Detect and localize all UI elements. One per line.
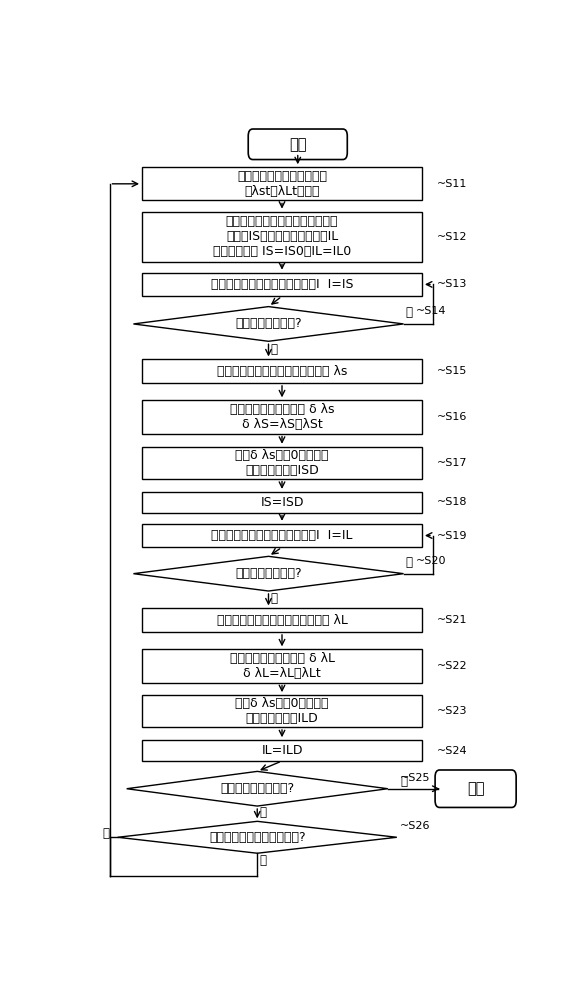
Text: ~S25: ~S25 (400, 773, 431, 783)
Text: ~S11: ~S11 (436, 179, 467, 189)
Bar (142, 492, 422, 513)
Text: ~S20: ~S20 (416, 556, 447, 566)
FancyBboxPatch shape (248, 129, 347, 160)
Text: ~S24: ~S24 (436, 746, 467, 756)
Text: ~S12: ~S12 (436, 232, 467, 242)
Bar (142, 400, 422, 434)
Text: 开始: 开始 (289, 137, 307, 152)
Bar (142, 273, 422, 296)
Text: 检测到准分子激光?: 检测到准分子激光? (235, 567, 302, 580)
Polygon shape (134, 556, 404, 591)
Bar (142, 649, 422, 683)
Text: 检测到准分子激光?: 检测到准分子激光? (235, 317, 302, 330)
Text: 读入目标的双波长控制参数
（λst，λLt）数据: 读入目标的双波长控制参数 （λst，λLt）数据 (237, 170, 327, 198)
Text: ~S23: ~S23 (436, 706, 467, 716)
Text: ~S15: ~S15 (436, 366, 467, 376)
Text: ~S26: ~S26 (400, 821, 431, 831)
Text: 设定流过半导体激光器的短波长时
的电流IS和长波长时的电流值IL
各自的初始值 IS=IS0，IL=IL0: 设定流过半导体激光器的短波长时 的电流IS和长波长时的电流值IL 各自的初始值 … (213, 215, 351, 258)
Text: 否: 否 (103, 827, 110, 840)
Text: 设定半导体激光器的指令电流值I  I=IS: 设定半导体激光器的指令电流值I I=IS (211, 278, 353, 291)
Text: 是: 是 (260, 806, 267, 820)
Text: 计测短波长侧的准分子激光的波长 λs: 计测短波长侧的准分子激光的波长 λs (217, 365, 347, 378)
FancyBboxPatch shape (435, 770, 516, 807)
Text: 计算δ λs接近0的半导体
激光器的电流值ISD: 计算δ λs接近0的半导体 激光器的电流值ISD (235, 449, 329, 477)
Text: 对双波长控制参数进行更新?: 对双波长控制参数进行更新? (209, 831, 306, 844)
Text: 继续进行双波长控制?: 继续进行双波长控制? (220, 782, 295, 795)
Text: 设定半导体激光器的指令电流值I  I=IL: 设定半导体激光器的指令电流值I I=IL (211, 529, 353, 542)
Text: ~S14: ~S14 (416, 306, 447, 316)
Bar (142, 740, 422, 761)
Text: ~S21: ~S21 (436, 615, 467, 625)
Text: IL=ILD: IL=ILD (261, 744, 303, 757)
Bar (142, 359, 422, 383)
Text: 否: 否 (400, 775, 407, 788)
Bar (142, 524, 422, 547)
Text: 否: 否 (406, 556, 413, 569)
Text: ~S13: ~S13 (436, 279, 467, 289)
Text: ~S18: ~S18 (436, 497, 467, 507)
Text: 是: 是 (271, 343, 278, 356)
Bar (142, 212, 422, 262)
Text: 计算δ λs接近0的半导体
激光器的电流值ILD: 计算δ λs接近0的半导体 激光器的电流值ILD (235, 697, 329, 725)
Bar (142, 695, 422, 727)
Text: ~S17: ~S17 (436, 458, 467, 468)
Text: 结束: 结束 (467, 781, 485, 796)
Bar (142, 447, 422, 479)
Polygon shape (127, 771, 388, 806)
Polygon shape (134, 307, 404, 341)
Bar (142, 608, 422, 632)
Text: 计算与目标短波长之差 δ λs
δ λS=λS－λSt: 计算与目标短波长之差 δ λs δ λS=λS－λSt (229, 403, 334, 431)
Bar (142, 167, 422, 200)
Text: 计测长波长侧的准分子激光的波长 λL: 计测长波长侧的准分子激光的波长 λL (217, 614, 347, 627)
Text: ~S19: ~S19 (436, 531, 467, 541)
Text: 否: 否 (406, 306, 413, 319)
Text: ~S22: ~S22 (436, 661, 467, 671)
Text: 计算与目标长波长之差 δ λL
δ λL=λL－λLt: 计算与目标长波长之差 δ λL δ λL=λL－λLt (229, 652, 335, 680)
Text: 是: 是 (260, 854, 267, 867)
Polygon shape (117, 821, 397, 853)
Text: ~S16: ~S16 (436, 412, 467, 422)
Text: 是: 是 (271, 592, 278, 605)
Text: IS=ISD: IS=ISD (260, 496, 304, 509)
